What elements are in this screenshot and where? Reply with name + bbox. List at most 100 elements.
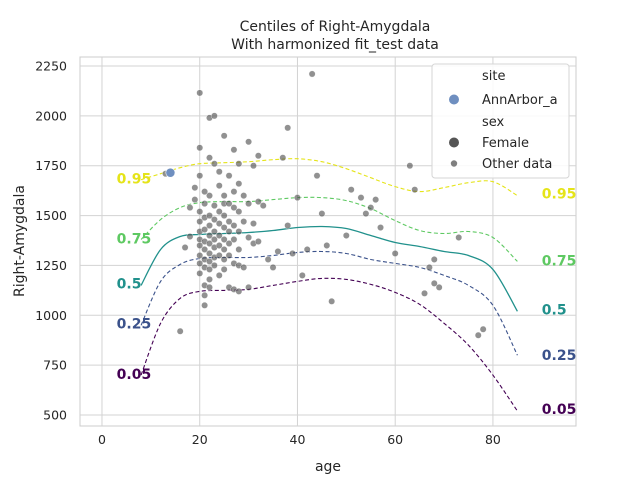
other-data-point [245,138,252,146]
other-data-point [215,220,223,227]
legend-entry-label: Other data [482,157,552,172]
centile-label-right: 0.5 [542,302,567,318]
centile-label-right: 0.25 [542,348,577,364]
other-data-point [201,188,209,196]
other-data-point [425,264,433,271]
scatter-points [162,70,487,339]
legend-marker [450,160,458,167]
other-data-point [328,297,336,305]
other-data-point [367,204,375,211]
other-data-point [225,228,233,235]
other-data-point [215,232,223,239]
other-data-point [313,172,321,180]
other-data-point [235,180,243,188]
other-data-point [210,228,218,235]
other-data-point [308,70,316,78]
other-data-point [206,250,213,257]
other-data-point [225,200,233,208]
other-data-point [430,279,438,287]
other-data-point [206,266,213,273]
other-data-point [254,152,262,160]
grid-lines [80,57,576,426]
x-tick-label: 20 [192,432,208,447]
other-data-point [201,291,209,299]
other-data-point [298,272,306,279]
other-data-point [215,168,223,176]
y-tick-label: 2250 [35,58,67,73]
other-data-point [284,124,292,132]
y-axis-label: Right-Amygdala [12,185,28,297]
other-data-point [215,182,223,190]
other-data-point [215,208,223,215]
chart-title: Centiles of Right-Amygdala [240,19,431,35]
other-data-point [377,224,384,231]
other-data-point [196,270,204,277]
other-data-point [191,196,199,204]
other-data-point [289,250,296,257]
other-data-point [225,252,233,259]
centile-label-left: 0.5 [117,276,142,292]
other-data-point [279,154,287,162]
other-data-point [220,246,228,253]
other-data-point [210,112,218,120]
other-data-point [235,287,243,295]
other-data-point [455,234,463,241]
other-data-point [201,200,209,208]
other-data-point [230,188,238,196]
other-data-point [215,272,223,279]
other-data-point [196,172,204,180]
other-data-point [411,186,419,194]
other-data-point [342,232,350,239]
other-data-point [303,246,311,253]
other-data-point [254,198,262,206]
legend-box [431,63,570,179]
other-data-point [220,256,228,263]
other-data-point [294,194,301,202]
other-data-point [240,218,248,225]
other-data-point [176,327,184,335]
other-data-point [240,264,248,271]
other-data-point [206,232,213,239]
y-tick-label: 1000 [35,308,67,323]
other-data-point [225,172,233,180]
legend-header: sex [482,115,505,130]
legend-header: site [482,69,505,84]
other-data-point [206,258,213,265]
other-data-point [196,218,204,225]
other-data-point [421,289,428,297]
other-data-point [196,144,204,152]
centile-label-left: 0.75 [117,232,152,248]
other-data-point [318,210,326,217]
other-data-point [210,202,218,209]
centile-curve-0-25 [140,250,518,356]
other-data-point [372,196,380,204]
other-data-point [254,238,262,245]
y-tick-label: 2000 [35,108,67,123]
other-data-point [245,200,252,208]
other-data-point [225,240,233,247]
y-tick-label: 750 [43,358,67,373]
other-data-point [206,154,213,162]
legend-entry-label: Female [482,136,529,151]
other-data-point [240,192,248,200]
other-data-point [264,256,272,263]
other-data-point [196,208,204,215]
other-data-point [235,246,243,253]
other-data-point [206,275,213,283]
other-data-point [220,132,228,140]
chart-subtitle: With harmonized fit_test data [231,37,439,53]
other-data-point [391,250,399,257]
other-data-point [435,283,443,291]
other-data-point [323,242,331,249]
other-data-point [259,202,267,209]
centile-curve-0-05 [140,277,518,412]
x-tick-label: 80 [485,432,501,447]
other-data-point [430,256,438,263]
other-data-point [220,192,228,200]
other-data-point [245,283,252,291]
legend-marker [449,94,459,105]
centile-label-left: 0.95 [117,172,152,188]
